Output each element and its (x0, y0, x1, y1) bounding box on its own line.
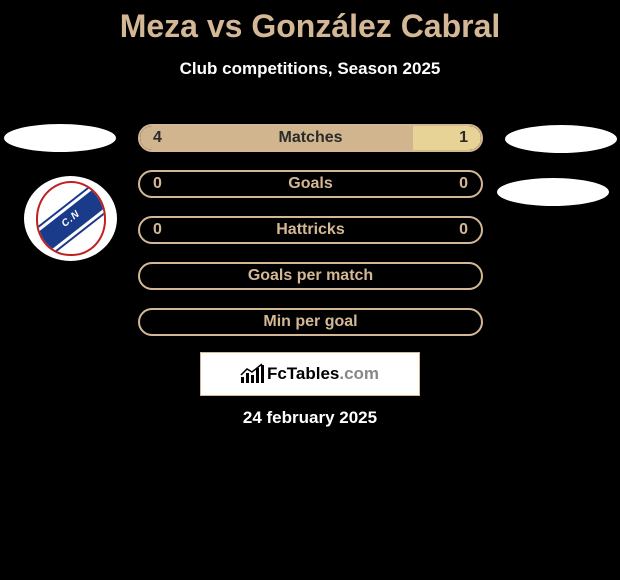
stat-label: Matches (140, 129, 481, 147)
watermark-brand-text: FcTables (267, 364, 339, 383)
date-text: 24 february 2025 (0, 408, 620, 428)
stat-row: Hattricks00 (138, 216, 483, 244)
stat-row: Goals per match (138, 262, 483, 290)
club-badge-shield: C.N (36, 181, 106, 256)
player-right-avatar-placeholder-1 (505, 125, 617, 153)
page-title: Meza vs González Cabral (0, 0, 620, 45)
page-subtitle: Club competitions, Season 2025 (0, 45, 620, 79)
player-right-avatar-placeholder-2 (497, 178, 609, 206)
watermark-chart-icon (241, 365, 263, 383)
watermark-suffix: .com (339, 364, 379, 383)
club-badge-left: C.N (24, 176, 117, 261)
stats-container: Matches41 Goals00 Hattricks00 Goals per mat… (138, 124, 483, 354)
stat-label: Hattricks (140, 221, 481, 239)
stat-row: Goals00 (138, 170, 483, 198)
stat-row: Min per goal (138, 308, 483, 336)
watermark-brand: FcTables.com (267, 364, 379, 384)
player-left-avatar-placeholder (4, 124, 116, 152)
stat-row: Matches41 (138, 124, 483, 152)
watermark: FcTables.com (200, 352, 420, 396)
stat-label: Goals per match (140, 267, 481, 285)
stat-label: Goals (140, 175, 481, 193)
stat-label: Min per goal (140, 313, 481, 331)
